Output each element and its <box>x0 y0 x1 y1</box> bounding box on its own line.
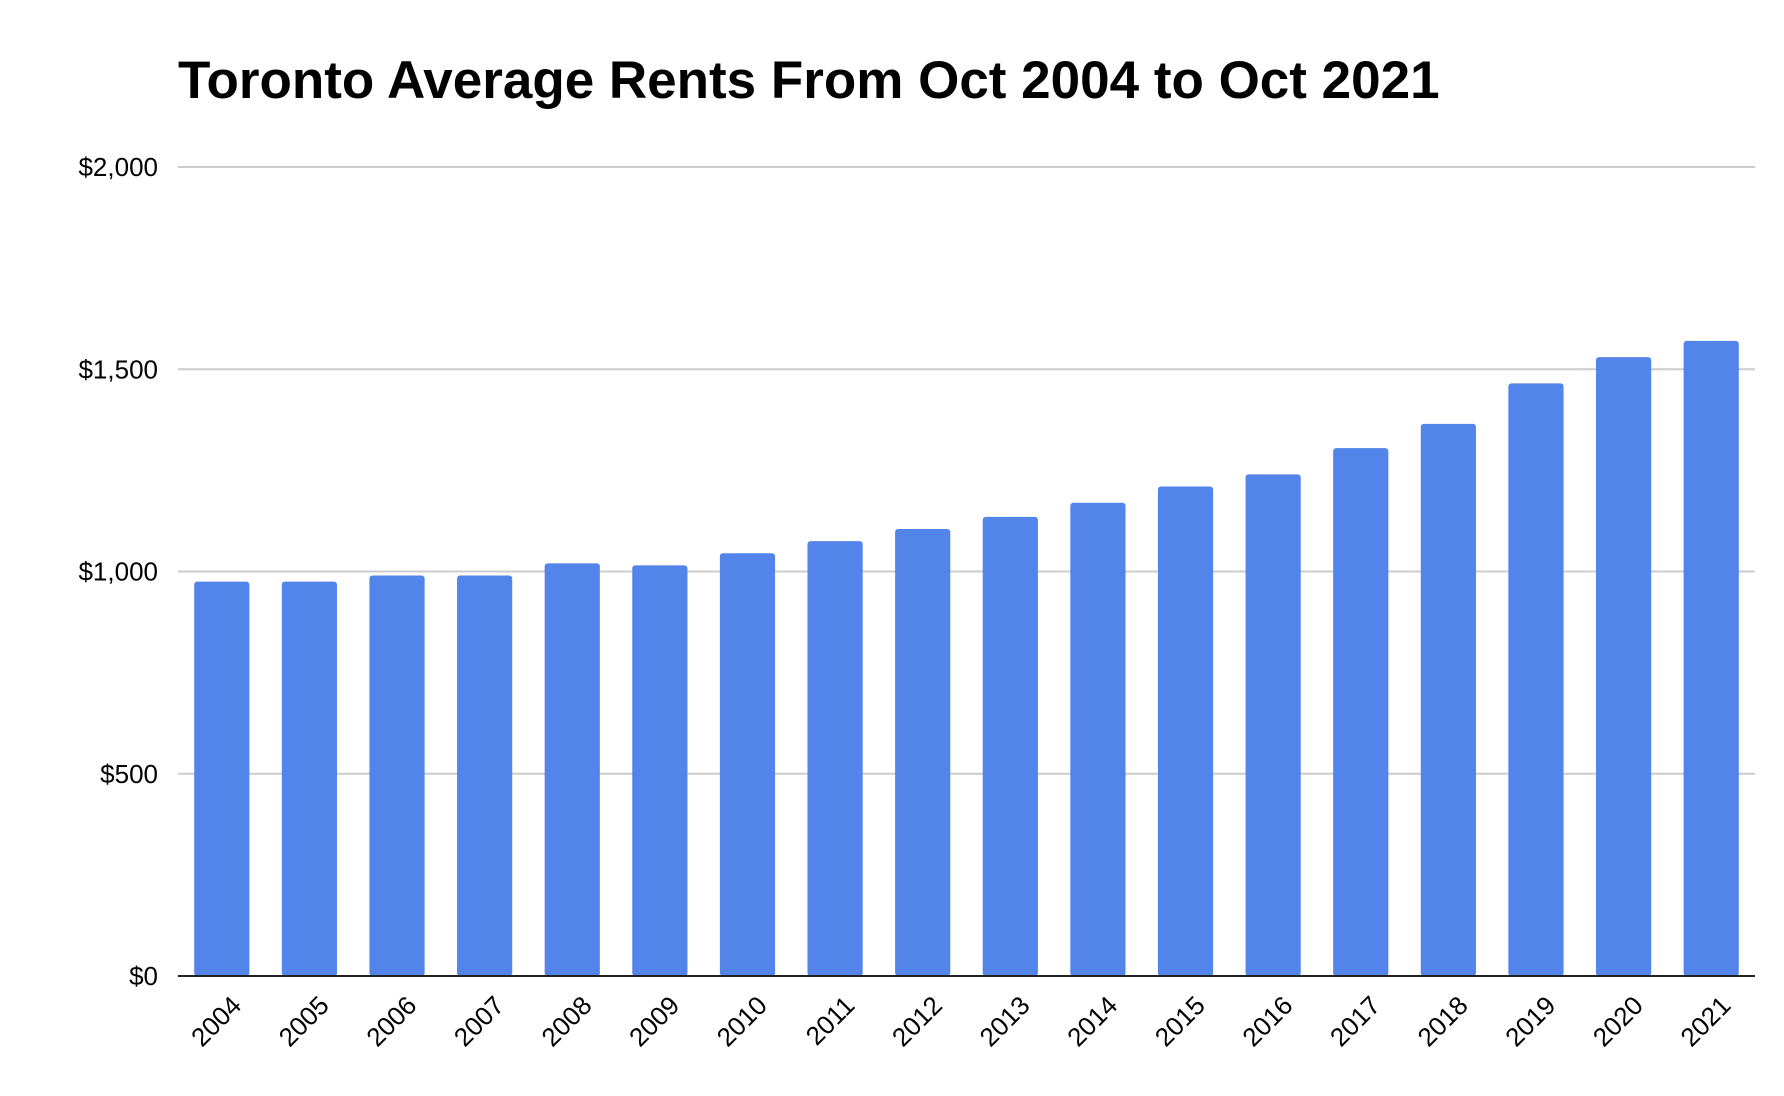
x-tick-label: 2008 <box>535 990 597 1052</box>
x-tick-label: 2010 <box>711 990 773 1052</box>
bar <box>1508 383 1564 977</box>
bar <box>1157 486 1214 976</box>
bar <box>982 516 1038 976</box>
x-tick-label: 2007 <box>448 990 510 1052</box>
bar <box>1595 357 1652 976</box>
x-tick-label: 2015 <box>1149 990 1211 1052</box>
bar <box>1070 502 1126 976</box>
bar <box>895 529 951 976</box>
x-tick-label: 2020 <box>1587 990 1649 1052</box>
chart-title: Toronto Average Rents From Oct 2004 to O… <box>178 51 1440 110</box>
x-tick-label: 2017 <box>1324 990 1386 1052</box>
x-tick-label: 2021 <box>1674 990 1736 1052</box>
y-tick-label: $1,000 <box>78 557 158 587</box>
bar <box>1420 423 1476 976</box>
x-tick-label: 2005 <box>273 990 335 1052</box>
x-tick-label: 2009 <box>623 990 685 1052</box>
x-tick-label: 2019 <box>1499 990 1561 1052</box>
x-tick-label: 2011 <box>800 990 861 1051</box>
bar <box>1245 474 1301 976</box>
bar <box>807 541 863 976</box>
y-tick-label: $0 <box>129 961 158 991</box>
bar <box>632 565 688 976</box>
bar <box>281 581 338 976</box>
y-tick-label: $2,000 <box>78 152 158 182</box>
y-tick-label: $1,500 <box>78 354 158 384</box>
y-tick-label: $500 <box>100 759 158 789</box>
bar <box>457 575 513 976</box>
x-tick-label: 2012 <box>886 990 948 1052</box>
x-tick-label: 2006 <box>360 990 422 1052</box>
bar <box>544 563 600 976</box>
x-tick-label: 2016 <box>1236 990 1298 1052</box>
bar <box>1333 448 1389 976</box>
x-tick-label: 2018 <box>1412 990 1474 1052</box>
bar <box>719 553 776 976</box>
bar <box>1683 340 1739 976</box>
bar <box>369 575 425 976</box>
bar <box>194 581 250 976</box>
x-tick-label: 2014 <box>1061 990 1123 1052</box>
x-tick-label: 2013 <box>974 990 1036 1052</box>
x-tick-label: 2004 <box>185 990 247 1052</box>
